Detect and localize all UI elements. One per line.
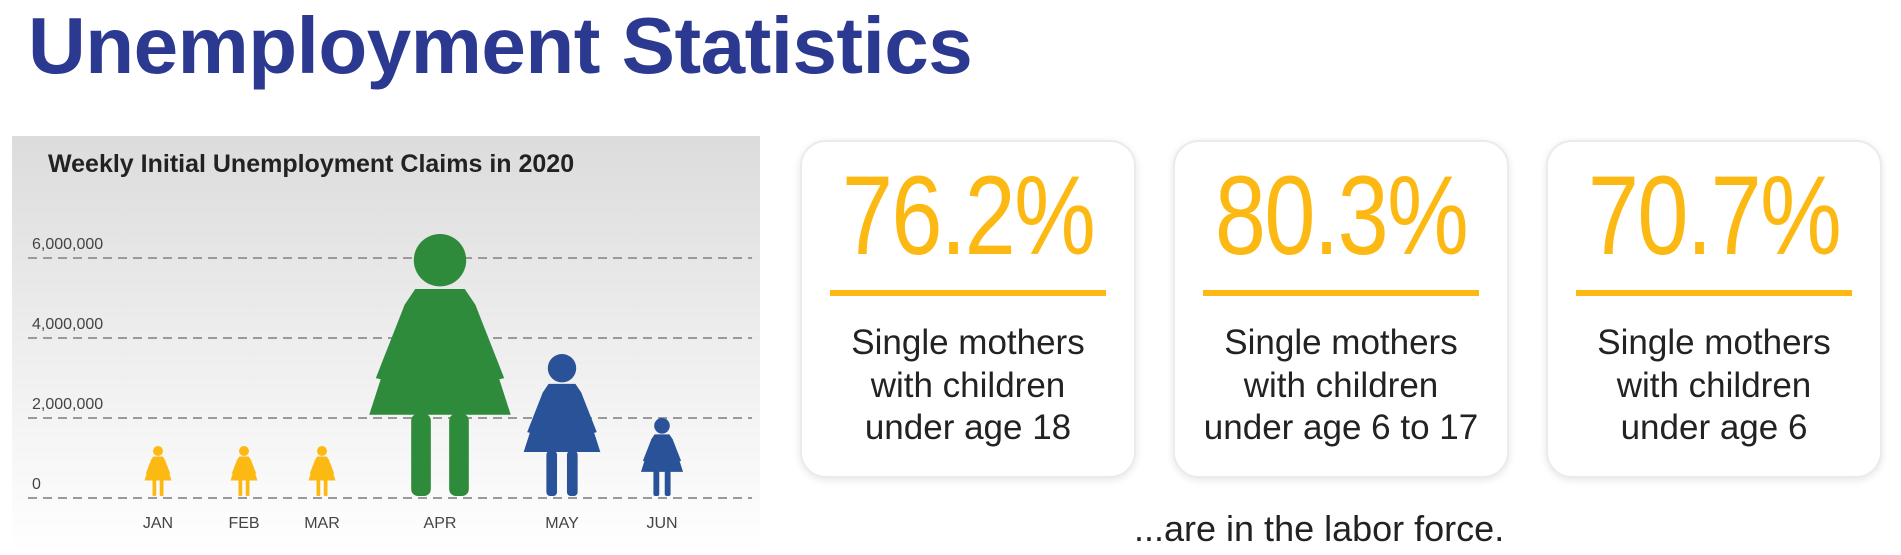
stat-card-under-18: 76.2% Single mothers with children under…	[800, 140, 1136, 478]
woman-figure-icon	[523, 354, 601, 496]
x-tick-label: APR	[424, 515, 457, 532]
stat-description: Single mothers with children under age 1…	[851, 323, 1085, 448]
stat-divider	[1203, 290, 1479, 296]
x-tick-label: FEB	[228, 515, 259, 532]
chart-title: Weekly Initial Unemployment Claims in 20…	[48, 150, 574, 178]
y-tick-label: 2,000,000	[32, 396, 103, 413]
x-tick-label: MAR	[304, 515, 340, 532]
stat-description: Single mothers with children under age 6…	[1203, 323, 1479, 448]
stat-card-age-6-to-17: 80.3% Single mothers with children under…	[1173, 140, 1509, 478]
stat-value: 70.7%	[1587, 153, 1842, 278]
woman-figure-icon	[369, 234, 511, 496]
page-title: Unemployment Statistics	[28, 1, 973, 90]
stat-divider	[1576, 290, 1852, 296]
x-tick-label: JAN	[143, 515, 173, 532]
woman-figure-icon	[144, 446, 172, 496]
stat-value: 76.2%	[841, 153, 1096, 278]
claims-chart: Weekly Initial Unemployment Claims in 20…	[12, 136, 760, 554]
x-tick-label: JUN	[646, 515, 677, 532]
claims-chart-svg: Weekly Initial Unemployment Claims in 20…	[28, 150, 752, 532]
stat-description: Single mothers with children under age 6	[1597, 323, 1831, 448]
stat-value: 80.3%	[1214, 153, 1469, 278]
y-tick-label: 6,000,000	[32, 236, 103, 253]
x-tick-label: MAY	[545, 515, 579, 532]
labor-force-note: ...are in the labor force.	[1134, 508, 1505, 549]
woman-figure-icon	[640, 418, 684, 496]
stat-card-under-6: 70.7% Single mothers with children under…	[1546, 140, 1882, 478]
woman-figure-icon	[308, 446, 336, 496]
woman-figure-icon	[230, 446, 258, 496]
stat-divider	[830, 290, 1106, 296]
y-tick-label: 4,000,000	[32, 316, 103, 333]
y-tick-label: 0	[32, 476, 41, 493]
